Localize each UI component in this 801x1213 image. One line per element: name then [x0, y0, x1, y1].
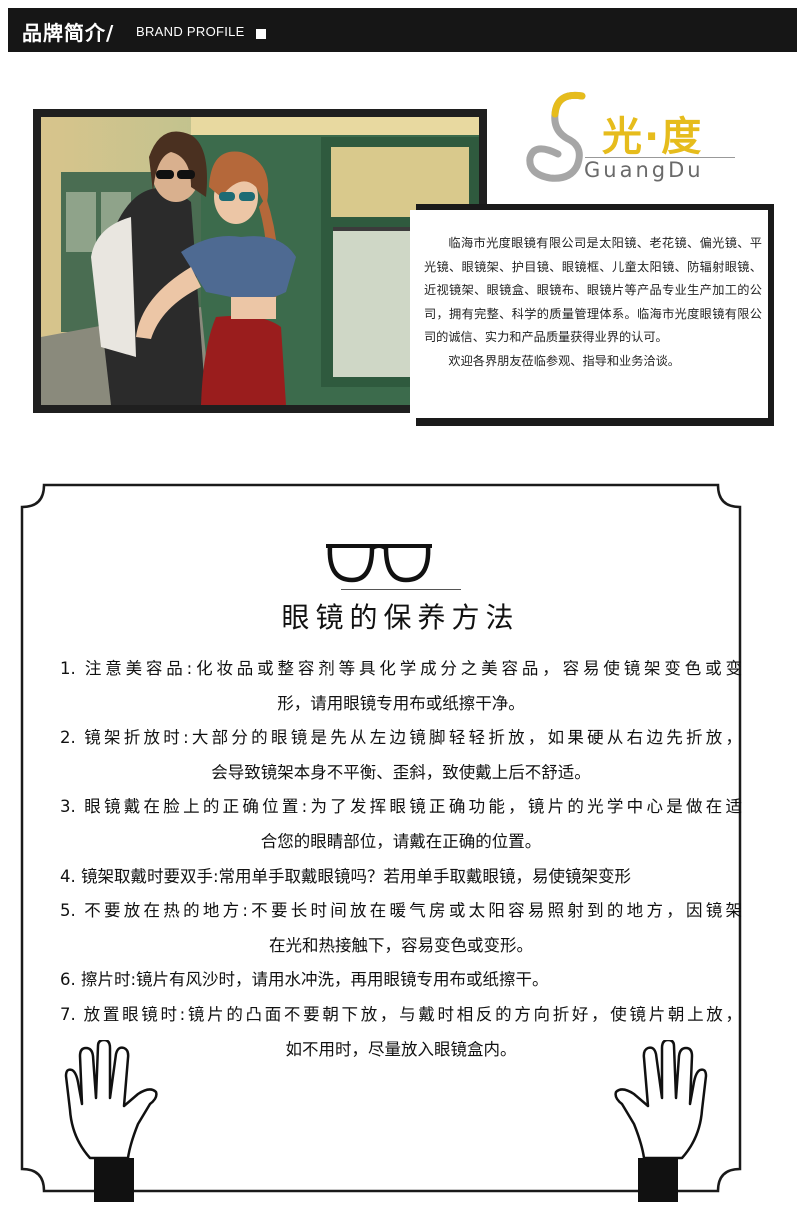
care-tip-line: 7. 放置眼镜时:镜片的凸面不要朝下放，与戴时相反的方向折好，使镜片朝上放， [60, 1004, 742, 1024]
header-square-icon [256, 29, 266, 39]
care-tips-list: 1. 注意美容品:化妆品或整容剂等具化学成分之美容品，容易使镜架变色或变 形，请… [60, 652, 742, 1067]
company-intro: 临海市光度眼镜有限公司是太阳镜、老花镜、偏光镜、平光镜、眼镜架、护目镜、眼镜框、… [410, 210, 768, 418]
logo-divider [585, 157, 735, 158]
left-hand-icon [64, 1040, 158, 1202]
care-tip-item: 4. 镜架取戴时要双手:常用单手取戴眼镜吗？若用单手取戴眼镜，易使镜架变形 [60, 860, 742, 895]
care-tip-item: 3. 眼镜戴在脸上的正确位置:为了发挥眼镜正确功能，镜片的光学中心是做在适 合您… [60, 790, 742, 859]
care-tip-item: 6. 擦片时:镜片有风沙时，请用水冲洗，再用眼镜专用布或纸擦干。 [60, 963, 742, 998]
couple-train-photo [41, 117, 479, 405]
care-tip-line: 5. 不要放在热的地方:不要长时间放在暖气房或太阳容易照射到的地方，因镜架 [60, 901, 742, 921]
care-tip-line: 6. 擦片时:镜片有风沙时，请用水冲洗，再用眼镜专用布或纸擦干。 [60, 970, 549, 990]
glasses-icon [326, 544, 432, 583]
care-tip-item: 2. 镜架折放时:大部分的眼镜是先从左边镜脚轻轻折放，如果硬从右边先折放， 会导… [60, 721, 742, 790]
care-title-rule [341, 589, 461, 590]
care-tip-item: 7. 放置眼镜时:镜片的凸面不要朝下放，与戴时相反的方向折好，使镜片朝上放， 如… [60, 998, 742, 1067]
care-tip-line: 2. 镜架折放时:大部分的眼镜是先从左边镜脚轻轻折放，如果硬从右边先折放， [60, 728, 742, 748]
header-title: 品牌简介/ [22, 21, 115, 45]
logo-brand-cn: 光·度 [602, 114, 704, 160]
care-tip-item: 5. 不要放在热的地方:不要长时间放在暖气房或太阳容易照射到的地方，因镜架 在光… [60, 894, 742, 963]
care-tip-line: 3. 眼镜戴在脸上的正确位置:为了发挥眼镜正确功能，镜片的光学中心是做在适 [60, 797, 742, 817]
right-hand-icon [614, 1040, 708, 1202]
header-bar: 品牌简介/ BRAND PROFILE [8, 8, 797, 52]
care-tip-line: 合您的眼睛部位，请戴在正确的位置。 [260, 831, 542, 851]
brand-logo-mark [526, 91, 586, 182]
care-tip-item: 1. 注意美容品:化妆品或整容剂等具化学成分之美容品，容易使镜架变色或变 形，请… [60, 652, 742, 721]
care-title: 眼镜的保养方法 [281, 601, 520, 634]
care-frame-border [20, 483, 742, 1193]
brand-photo [33, 109, 487, 413]
intro-paragraph: 欢迎各界朋友莅临参观、指导和业务洽谈。 [448, 353, 680, 368]
care-tip-line: 会导致镜架本身不平衡、歪斜，致使戴上后不舒适。 [211, 762, 591, 782]
care-tip-line: 在光和热接触下，容易变色或变形。 [269, 935, 533, 955]
care-tip-line: 4. 镜架取戴时要双手:常用单手取戴眼镜吗？若用单手取戴眼镜，易使镜架变形 [60, 866, 632, 886]
intro-paragraph: 临海市光度眼镜有限公司是太阳镜、老花镜、偏光镜、平光镜、眼镜架、护目镜、眼镜框、… [424, 236, 762, 345]
logo-brand-en: GuangDu [584, 158, 704, 182]
care-tip-line: 如不用时，尽量放入眼镜盒内。 [285, 1039, 517, 1059]
care-tip-line: 1. 注意美容品:化妆品或整容剂等具化学成分之美容品，容易使镜架变色或变 [60, 659, 742, 678]
header-subtitle: BRAND PROFILE [136, 24, 245, 39]
care-tip-line: 形，请用眼镜专用布或纸擦干净。 [277, 693, 525, 713]
